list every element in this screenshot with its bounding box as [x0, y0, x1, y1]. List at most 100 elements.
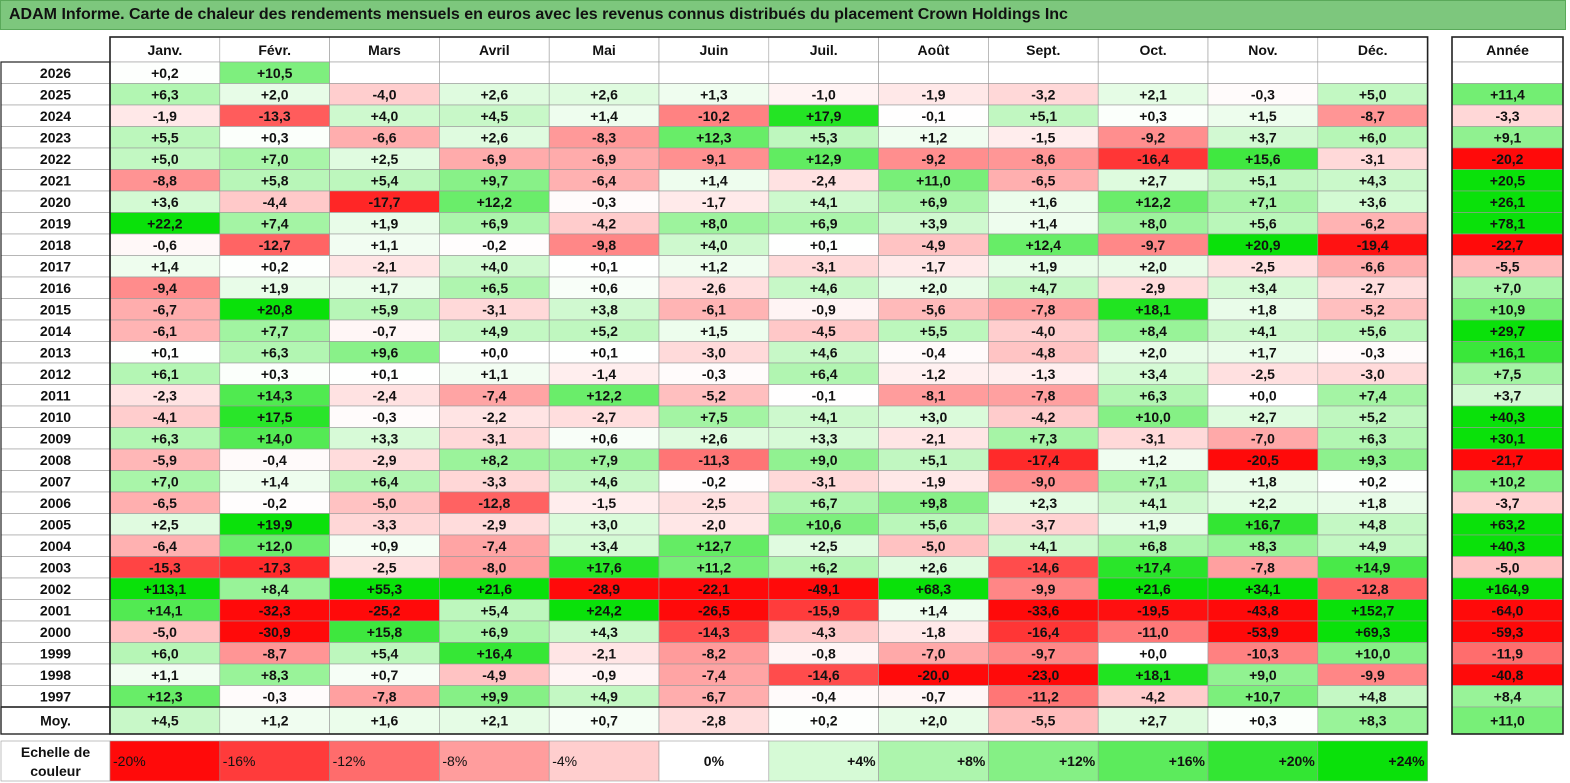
heatmap-label: +12,0	[257, 538, 293, 554]
heatmap-label: +1,3	[700, 86, 728, 102]
heatmap-cell	[1317, 61, 1428, 84]
heatmap-label: -53,9	[1247, 624, 1279, 640]
heatmap-label: -1,2	[921, 366, 945, 382]
column-header: Mai	[592, 42, 615, 58]
heatmap-label: -9,2	[1141, 129, 1165, 145]
heatmap-label: +5,0	[1359, 86, 1387, 102]
heatmap-label: -15,9	[808, 602, 840, 618]
heatmap-label: -3,1	[482, 430, 506, 446]
heatmap-label: +4,1	[810, 409, 838, 425]
heatmap-label: +3,6	[1359, 194, 1387, 210]
heatmap-label: -5,0	[921, 538, 945, 554]
heatmap-label: -3,1	[812, 258, 836, 274]
heatmap-label: +5,5	[151, 129, 179, 145]
heatmap-label: +1,2	[920, 129, 948, 145]
heatmap-label: +10,5	[257, 65, 293, 81]
column-header: Mars	[368, 42, 401, 58]
heatmap-label: -5,9	[153, 452, 177, 468]
heatmap-label: -0,3	[702, 366, 726, 382]
heatmap-label: +10,0	[1135, 409, 1171, 425]
heatmap-label: +0,0	[480, 344, 508, 360]
heatmap-label: -11,3	[698, 452, 729, 468]
row-label: 1998	[40, 667, 71, 683]
scale-swatch	[878, 740, 989, 782]
heatmap-label: +6,9	[920, 194, 948, 210]
heatmap-label: -14,3	[698, 624, 730, 640]
column-header: Août	[918, 42, 950, 58]
heatmap-label: -16,4	[1137, 151, 1169, 167]
year-total-label: -20,2	[1492, 151, 1524, 167]
heatmap-label: +5,6	[1359, 323, 1387, 339]
heatmap-label: +24,2	[586, 602, 622, 618]
heatmap-label: +2,5	[810, 538, 838, 554]
row-label: 2005	[40, 516, 71, 532]
scale-stop-label: +8%	[957, 753, 986, 769]
row-label: 2021	[40, 172, 71, 188]
heatmap-label: -2,1	[592, 645, 616, 661]
heatmap-label: -1,4	[592, 366, 616, 382]
heatmap-label: -3,3	[372, 516, 396, 532]
heatmap-label: +0,6	[590, 280, 618, 296]
heatmap-label: +1,9	[1029, 258, 1057, 274]
heatmap-cell	[988, 61, 1099, 84]
heatmap-label: -4,2	[1031, 409, 1055, 425]
heatmap-label: +4,3	[590, 624, 618, 640]
column-header-cell	[768, 36, 879, 63]
heatmap-label: +1,4	[261, 473, 289, 489]
scale-swatch	[1317, 740, 1428, 782]
heatmap-label: -33,6	[1027, 602, 1059, 618]
column-header-cell	[658, 36, 770, 63]
heatmap-label: +17,9	[806, 108, 842, 124]
heatmap-cell	[768, 61, 879, 84]
year-total-label: +30,1	[1490, 430, 1526, 446]
heatmap-label: +1,5	[1249, 108, 1277, 124]
heatmap-label: -26,5	[698, 602, 730, 618]
heatmap-label: +1,4	[151, 258, 179, 274]
heatmap-label: +5,4	[371, 645, 399, 661]
heatmap-label: -43,8	[1247, 602, 1279, 618]
heatmap-label: +10,7	[1245, 688, 1281, 704]
heatmap-label: -5,0	[153, 624, 177, 640]
heatmap-label: +6,9	[480, 624, 508, 640]
heatmap-label: +0,2	[151, 65, 179, 81]
heatmap-label: -2,5	[1251, 258, 1275, 274]
heatmap-label: +6,0	[151, 645, 179, 661]
heatmap-label: +12,2	[477, 194, 513, 210]
heatmap-label: -0,9	[592, 667, 616, 683]
heatmap-label: +69,3	[1355, 624, 1391, 640]
heatmap-label: +6,2	[810, 559, 838, 575]
heatmap-label: -0,1	[921, 108, 945, 124]
heatmap-label: -1,9	[921, 473, 945, 489]
title-bar: ADAM Informe. Carte de chaleur des rende…	[0, 0, 1566, 30]
heatmap-cell	[878, 61, 989, 84]
year-total-label: -59,3	[1492, 624, 1524, 640]
heatmap-label: +1,2	[1139, 452, 1167, 468]
heatmap-label: -17,3	[259, 559, 291, 575]
heatmap-label: +6,7	[810, 495, 838, 511]
heatmap-label: -1,7	[921, 258, 945, 274]
heatmap-label: +6,8	[1139, 538, 1167, 554]
column-header-cell	[878, 36, 989, 63]
heatmap-label: +18,1	[1135, 667, 1171, 683]
scale-swatch	[439, 740, 550, 782]
heatmap-label: -6,5	[153, 495, 177, 511]
heatmap-label: -32,3	[259, 602, 291, 618]
heatmap-label: +6,0	[1359, 129, 1387, 145]
heatmap-label: +2,0	[1139, 258, 1167, 274]
average-label: +0,3	[1249, 713, 1277, 729]
heatmap-label: +6,4	[810, 366, 838, 382]
heatmap-label: -5,2	[1361, 301, 1385, 317]
year-total-label: +78,1	[1490, 215, 1526, 231]
year-total-label: +20,5	[1490, 172, 1526, 188]
heatmap-label: +9,8	[920, 495, 948, 511]
heatmap-label: +16,7	[1245, 516, 1281, 532]
heatmap-label: +3,0	[920, 409, 948, 425]
heatmap-label: +2,6	[920, 559, 948, 575]
heatmap-label: +7,1	[1139, 473, 1167, 489]
year-total-label: -64,0	[1492, 602, 1524, 618]
heatmap-label: +6,1	[151, 366, 179, 382]
heatmap-label: -9,4	[153, 280, 177, 296]
heatmap-label: -0,1	[812, 387, 836, 403]
heatmap-label: +14,0	[257, 430, 293, 446]
heatmap-label: -7,8	[372, 688, 396, 704]
